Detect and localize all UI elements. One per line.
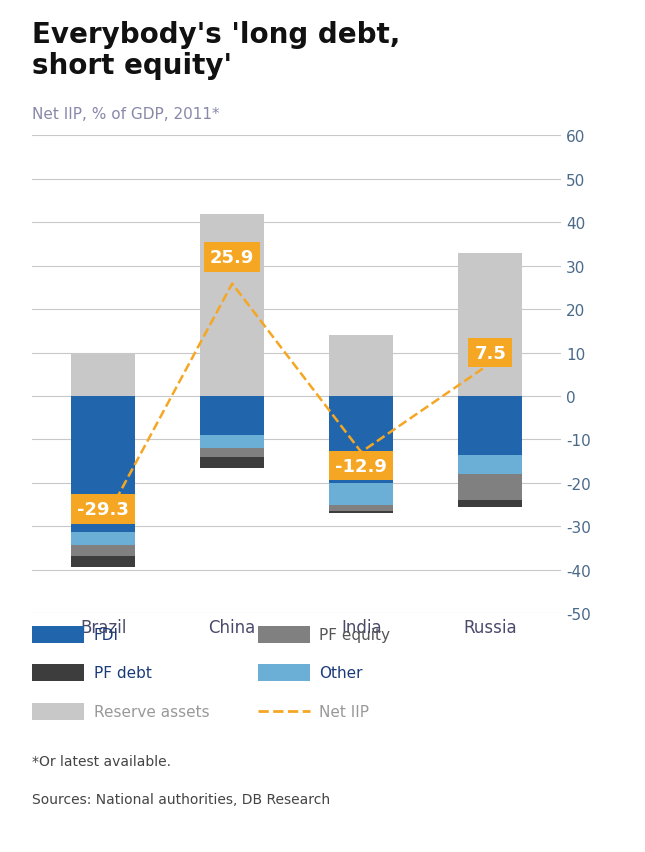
Bar — [458, 475, 522, 501]
Text: -12.9: -12.9 — [335, 457, 387, 475]
Text: Sources: National authorities, DB Research: Sources: National authorities, DB Resear… — [32, 792, 330, 806]
Text: Everybody's 'long debt,
short equity': Everybody's 'long debt, short equity' — [32, 21, 401, 79]
Bar — [71, 396, 135, 532]
Text: 25.9: 25.9 — [210, 249, 254, 267]
Text: FDI: FDI — [94, 627, 119, 642]
Text: -29.3: -29.3 — [77, 500, 129, 518]
Bar — [71, 545, 135, 556]
Bar — [329, 511, 393, 514]
Bar — [71, 556, 135, 567]
Bar — [329, 505, 393, 511]
Bar — [329, 396, 393, 483]
Text: PF equity: PF equity — [319, 627, 390, 642]
Bar — [458, 501, 522, 507]
Bar — [200, 396, 264, 435]
Bar — [71, 354, 135, 396]
Bar — [200, 435, 264, 449]
Bar — [458, 455, 522, 475]
Text: Net IIP, % of GDP, 2011*: Net IIP, % of GDP, 2011* — [32, 106, 220, 122]
Bar — [329, 483, 393, 505]
Bar — [200, 215, 264, 396]
Text: PF debt: PF debt — [94, 665, 152, 681]
Bar — [458, 253, 522, 396]
Bar — [329, 336, 393, 396]
Text: 7.5: 7.5 — [474, 344, 506, 362]
Bar — [200, 449, 264, 458]
Text: Reserve assets: Reserve assets — [94, 704, 209, 719]
Bar — [71, 532, 135, 545]
Text: Net IIP: Net IIP — [319, 704, 370, 719]
Bar — [200, 458, 264, 468]
Text: *Or latest available.: *Or latest available. — [32, 754, 172, 768]
Bar — [458, 396, 522, 455]
Text: Other: Other — [319, 665, 362, 681]
